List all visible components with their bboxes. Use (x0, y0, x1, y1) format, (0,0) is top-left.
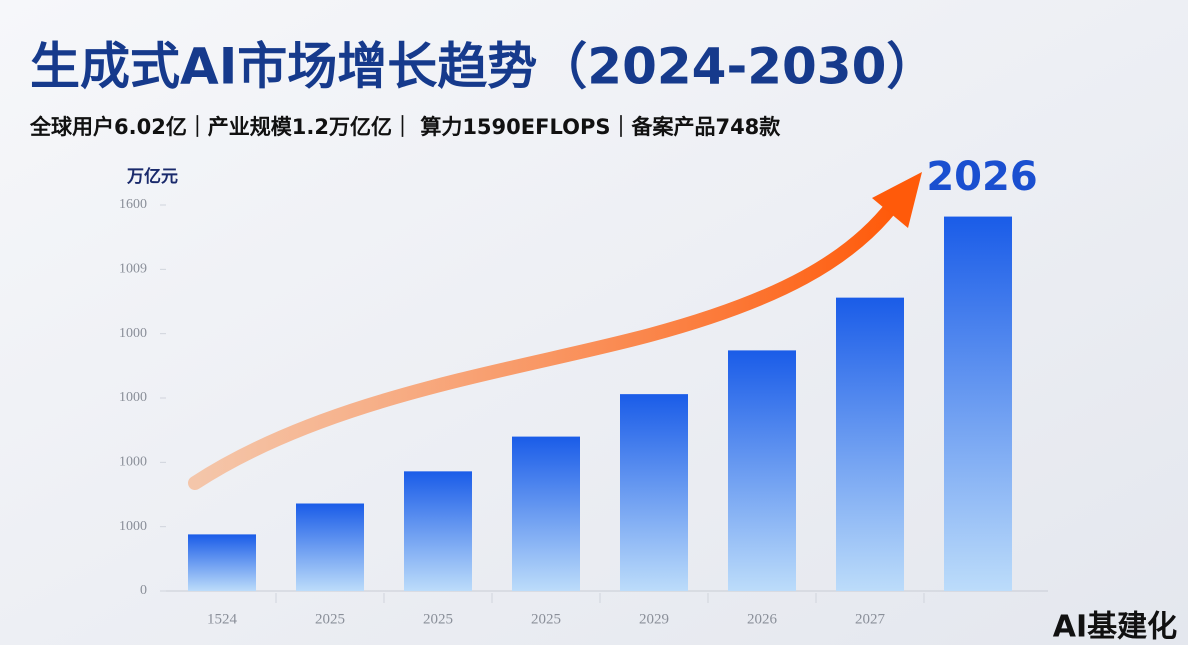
bar (188, 534, 256, 591)
bar (944, 216, 1012, 591)
trend-arrow (188, 198, 900, 490)
y-tick-label: 1000 (119, 519, 147, 534)
plot: 0 1000 1000 1000 1000 1009 1600 1524 2025 2025 202… (119, 197, 1012, 627)
x-tick-label: 1524 (207, 611, 238, 627)
y-tick-label: 1000 (119, 326, 147, 341)
bar (620, 394, 688, 591)
bar (296, 503, 364, 591)
x-tick-label: 2029 (639, 611, 669, 627)
bar (836, 297, 904, 591)
y-tick-label: 1000 (119, 455, 147, 470)
x-tick-label: 2025 (423, 611, 453, 627)
x-tick-label: 2027 (855, 611, 886, 627)
y-tick-label: 1009 (119, 262, 147, 277)
y-tick-label: 1600 (119, 197, 147, 212)
y-tick-label: 1000 (119, 390, 147, 405)
bar (728, 350, 796, 591)
x-tick-label: 2026 (747, 611, 778, 627)
arrow-head (872, 172, 922, 228)
y-axis-label: 万亿元 (126, 166, 178, 187)
bar (404, 471, 472, 591)
chart-subtitle: 全球用户6.02亿｜产业规模1.2万亿亿｜ 算力1590EFLOPS｜备案产品7… (29, 115, 781, 139)
x-tick-label: 2025 (315, 611, 345, 627)
chart-title: 生成式AI市场增长趋势（2024-2030） (30, 38, 936, 96)
annotation: 2026 (926, 154, 1037, 200)
y-tick-label: 0 (140, 583, 147, 598)
bar (512, 436, 580, 591)
x-tick-label: 2025 (531, 611, 561, 627)
watermark: AI基建化 (1053, 610, 1177, 645)
